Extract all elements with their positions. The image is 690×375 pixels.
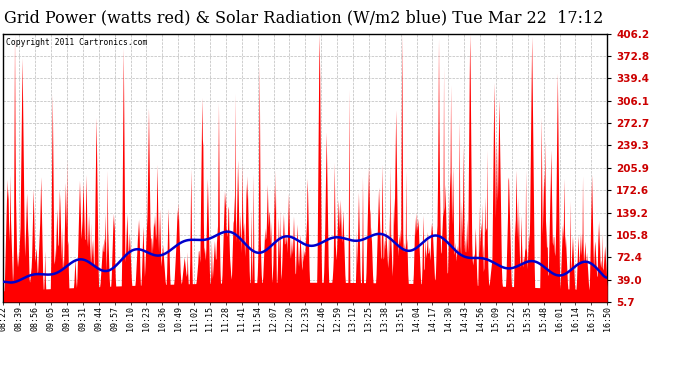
Text: Grid Power (watts red) & Solar Radiation (W/m2 blue) Tue Mar 22  17:12: Grid Power (watts red) & Solar Radiation… [4,9,603,26]
Text: Copyright 2011 Cartronics.com: Copyright 2011 Cartronics.com [6,38,148,47]
